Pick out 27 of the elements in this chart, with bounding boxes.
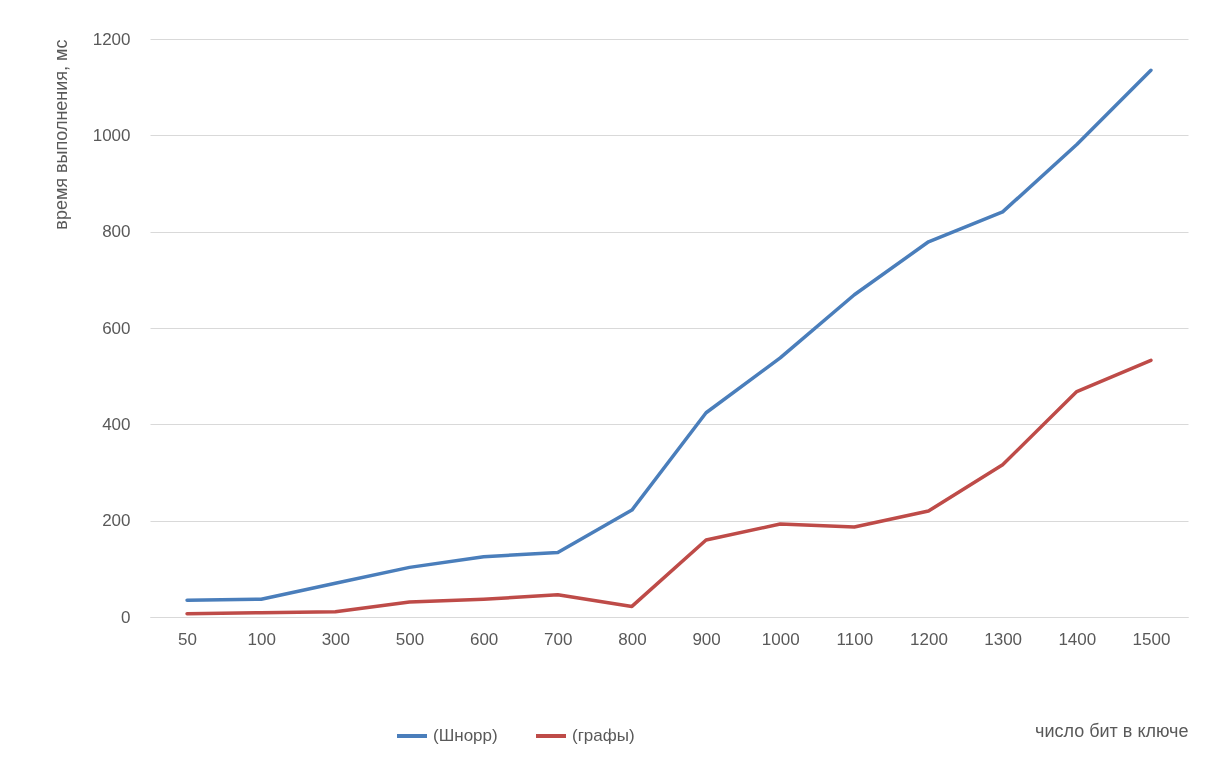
x-tick-label: 700 bbox=[544, 629, 573, 649]
x-tick-label: 900 bbox=[692, 629, 721, 649]
x-tick-label: 1300 bbox=[984, 629, 1023, 649]
x-tick-label: 1200 bbox=[910, 629, 948, 649]
legend-label: (Шнорр) bbox=[433, 726, 498, 745]
line-series bbox=[185, 358, 1153, 616]
line-series bbox=[185, 68, 1153, 602]
x-tick-label: 600 bbox=[469, 629, 499, 649]
x-tick-label: 500 bbox=[395, 629, 425, 649]
legend-label: (графы) bbox=[572, 726, 635, 745]
x-tick-label: 100 bbox=[247, 629, 276, 649]
y-tick-label: 200 bbox=[102, 511, 131, 531]
x-tick-label: 300 bbox=[321, 629, 351, 649]
x-tick-label: 50 bbox=[178, 629, 198, 649]
x-tick-label: 1500 bbox=[1132, 629, 1171, 649]
x-tick-label: 1000 bbox=[761, 629, 800, 649]
y-axis-title: время выполнения, мс bbox=[50, 39, 71, 230]
y-tick-label: 1200 bbox=[92, 29, 131, 49]
y-tick-label: 1000 bbox=[92, 125, 131, 145]
x-tick-label: 800 bbox=[618, 629, 647, 649]
x-tick-label: 1400 bbox=[1058, 629, 1097, 649]
x-axis-title: число бит в ключе bbox=[1035, 720, 1189, 741]
y-tick-label: 0 bbox=[121, 607, 131, 627]
x-tick-label: 1100 bbox=[836, 629, 874, 649]
y-tick-label: 400 bbox=[102, 414, 131, 434]
y-tick-label: 800 bbox=[102, 222, 131, 242]
y-tick-label: 600 bbox=[102, 318, 131, 338]
